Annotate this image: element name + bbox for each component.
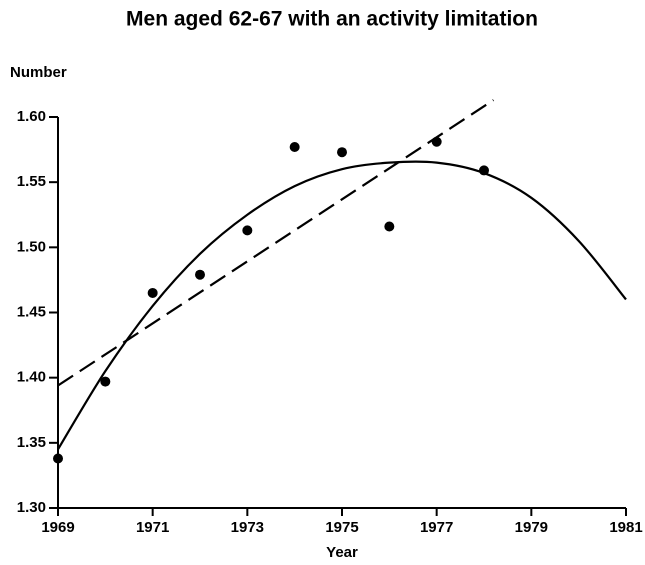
data-point: [384, 221, 395, 232]
trend-line: [57, 99, 495, 387]
fit-curve: [57, 160, 627, 450]
chart-title: Men aged 62-67 with an activity limitati…: [126, 8, 538, 31]
y-tick-label: 1.50: [17, 238, 46, 255]
y-tick-label: 1.35: [17, 434, 46, 451]
x-tick-label: 1971: [136, 519, 169, 536]
data-point: [195, 269, 205, 280]
y-tick-label: 1.30: [17, 499, 46, 516]
x-tick-label: 1969: [41, 519, 74, 536]
x-tick-label: 1975: [325, 519, 358, 536]
data-point: [100, 376, 111, 387]
data-point: [337, 147, 347, 158]
data-point: [53, 453, 63, 464]
x-axis-label: Year: [326, 544, 358, 561]
x-tick-label: 1979: [515, 519, 548, 536]
data-point: [242, 225, 253, 236]
data-point: [289, 141, 300, 152]
y-tick-label: 1.55: [17, 173, 46, 190]
y-tick-label: 1.60: [17, 108, 46, 125]
y-tick-label: 1.45: [17, 303, 46, 320]
y-axis-label: Number: [10, 64, 67, 81]
x-tick-label: 1977: [420, 519, 453, 536]
data-point: [147, 287, 158, 298]
y-tick-label: 1.40: [17, 369, 46, 386]
x-tick-label: 1981: [609, 519, 642, 536]
x-tick-label: 1973: [231, 519, 264, 536]
